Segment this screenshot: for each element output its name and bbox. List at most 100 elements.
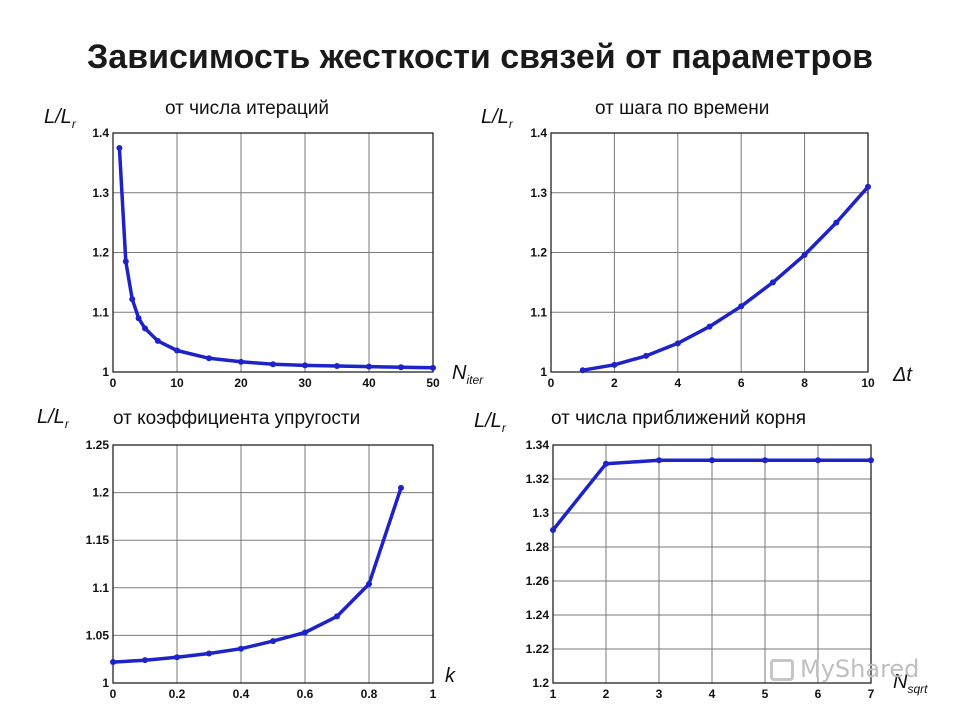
data-point: [238, 645, 244, 652]
x-tick-label: 4: [709, 687, 716, 701]
y-tick-label: 1.25: [86, 438, 110, 452]
x-tick-label: 0.6: [297, 687, 314, 701]
x-tick-label: 10: [861, 376, 875, 390]
y-axis-label: L/Lr: [474, 410, 506, 435]
y-tick-label: 1.1: [530, 305, 547, 319]
plot-frame: [112, 132, 434, 373]
y-tick-label: 1.2: [530, 246, 547, 260]
chart-title: от коэффициента упругости: [113, 408, 361, 429]
data-point: [206, 355, 212, 362]
plot-frame: [112, 444, 434, 684]
presentation-icon: [770, 659, 794, 681]
data-point: [154, 337, 161, 344]
y-tick-label: 1.2: [92, 486, 109, 500]
data-point: [550, 527, 556, 533]
x-tick-label: 1: [550, 687, 557, 701]
x-tick-label: 0: [548, 376, 555, 390]
y-tick-label: 1.28: [526, 540, 550, 554]
y-tick-label: 1.1: [92, 581, 109, 595]
data-point: [674, 340, 681, 347]
x-tick-label: 0.4: [233, 687, 250, 701]
y-tick-label: 1.3: [92, 186, 109, 200]
plot-frame: [550, 132, 869, 373]
data-point: [206, 650, 212, 657]
data-point: [110, 659, 116, 666]
y-axis-label: L/Lr: [37, 406, 69, 431]
y-axis-label: L/Lr: [481, 106, 513, 131]
y-tick-label: 1.1: [92, 305, 109, 319]
x-tick-label: 10: [170, 376, 184, 390]
x-axis-label: Nsqrt: [893, 671, 928, 696]
x-axis-label: Niter: [452, 362, 484, 387]
y-tick-label: 1.15: [86, 533, 110, 547]
x-tick-label: 2: [611, 376, 618, 390]
page-title: Зависимость жесткости связей от параметр…: [87, 38, 873, 76]
data-point: [709, 457, 715, 464]
x-tick-label: 8: [801, 376, 808, 390]
x-tick-label: 30: [298, 376, 312, 390]
data-point: [656, 457, 662, 464]
y-tick-label: 1.2: [532, 676, 549, 690]
x-tick-label: 2: [603, 687, 610, 701]
data-point: [398, 364, 404, 371]
x-axis-label: Δt: [893, 364, 912, 386]
series-line: [580, 185, 870, 372]
x-tick-label: 50: [426, 376, 440, 390]
data-point: [868, 457, 874, 464]
x-tick-label: 6: [815, 687, 822, 701]
y-tick-label: 1.2: [92, 246, 109, 260]
x-tick-label: 3: [656, 687, 663, 701]
data-point: [302, 629, 308, 636]
x-tick-label: 0.8: [361, 687, 378, 701]
series-line: [111, 486, 403, 664]
data-point: [769, 279, 776, 286]
y-tick-label: 1.24: [526, 608, 550, 622]
data-point: [142, 657, 148, 664]
x-tick-label: 1: [430, 687, 437, 701]
data-point: [122, 258, 129, 265]
data-point: [366, 580, 372, 587]
data-point: [334, 613, 340, 620]
data-point: [430, 364, 436, 371]
watermark-text: MyShared: [800, 655, 920, 683]
watermark-logo: MyShared: [770, 655, 919, 683]
data-point: [643, 352, 650, 359]
data-point: [129, 296, 136, 303]
y-tick-label: 1: [102, 676, 109, 690]
chart-title: от шага по времени: [595, 98, 770, 119]
data-point: [579, 367, 586, 374]
x-axis-label: k: [445, 665, 455, 687]
x-tick-label: 6: [738, 376, 745, 390]
data-point: [116, 144, 123, 151]
data-point: [142, 325, 148, 332]
data-point: [302, 362, 308, 369]
y-tick-label: 1.22: [526, 642, 550, 656]
y-tick-label: 1.3: [530, 186, 547, 200]
y-tick-label: 1.26: [526, 574, 550, 588]
plot-frame: [552, 444, 872, 684]
data-point: [815, 457, 821, 464]
data-point: [706, 323, 713, 330]
x-tick-label: 5: [762, 687, 769, 701]
y-tick-label: 1: [540, 365, 547, 379]
x-tick-label: 0: [110, 687, 117, 701]
y-tick-label: 1.34: [526, 438, 550, 452]
y-tick-label: 1.05: [86, 628, 110, 642]
chart-title: от числа приближений корня: [551, 408, 806, 429]
y-tick-label: 1.3: [532, 506, 549, 520]
x-tick-label: 0: [110, 376, 117, 390]
data-point: [611, 361, 618, 368]
data-point: [833, 219, 840, 226]
x-tick-label: 40: [362, 376, 376, 390]
x-tick-label: 4: [674, 376, 681, 390]
x-tick-label: 7: [868, 687, 875, 701]
data-point: [270, 638, 276, 645]
data-point: [174, 347, 180, 354]
x-tick-label: 20: [234, 376, 248, 390]
y-tick-label: 1.32: [526, 472, 550, 486]
data-point: [366, 363, 372, 370]
